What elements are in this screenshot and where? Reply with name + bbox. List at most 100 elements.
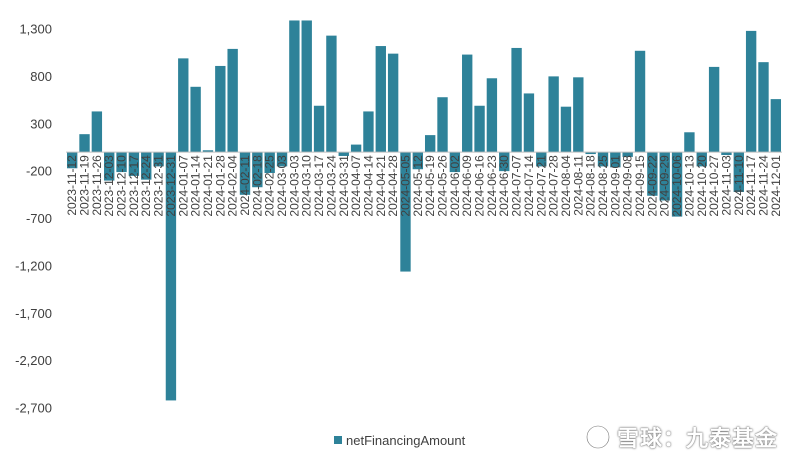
x-tick-label: 2023-12-10 — [115, 155, 129, 217]
x-tick-label: 2024-10-06 — [670, 155, 684, 217]
bar — [264, 152, 275, 174]
y-tick-label: -1,700 — [15, 306, 52, 321]
x-tick-label: 2024-03-17 — [312, 155, 326, 217]
x-tick-label: 2024-02-11 — [238, 155, 252, 216]
x-tick-label: 2024-09-01 — [608, 155, 622, 217]
y-tick-label: -2,200 — [15, 353, 52, 368]
x-tick-label: 2024-08-25 — [596, 155, 610, 217]
bar — [165, 152, 177, 401]
x-tick-label: 2023-11-19 — [78, 155, 92, 216]
x-tick-label: 2024-06-23 — [485, 155, 499, 217]
watermark: 雪球：九泰基金 — [585, 421, 778, 453]
bar — [301, 20, 312, 153]
x-tick-label: 2024-11-10 — [732, 155, 746, 216]
x-tick-label: 2023-12-31 — [164, 155, 178, 217]
bar — [375, 46, 386, 153]
x-tick-label: 2024-12-01 — [769, 155, 783, 217]
bar — [647, 152, 658, 196]
bar — [178, 58, 189, 153]
legend-swatch — [334, 436, 342, 444]
bar — [634, 50, 646, 153]
bar — [610, 152, 621, 168]
bar — [659, 152, 670, 201]
bar — [573, 77, 584, 153]
bar — [79, 134, 90, 153]
x-tick-label: 2024-04-21 — [374, 155, 388, 217]
bar — [622, 152, 633, 157]
x-tick-label: 2023-12-31 — [152, 155, 166, 217]
x-tick-label: 2024-08-18 — [584, 155, 598, 217]
y-tick-label: -200 — [26, 164, 52, 179]
y-tick-label: 800 — [30, 69, 52, 84]
x-tick-label: 2024-05-05 — [398, 155, 412, 217]
bar — [276, 152, 288, 167]
y-tick-label: -1,200 — [15, 258, 52, 273]
bar — [215, 65, 226, 153]
bar — [313, 105, 325, 153]
bar — [758, 62, 769, 153]
x-tick-label: 2024-01-14 — [189, 155, 203, 217]
bar — [597, 152, 609, 167]
x-tick-label: 2024-02-18 — [250, 155, 264, 217]
bar — [227, 48, 238, 153]
bar — [708, 66, 720, 153]
x-tick-label: 2024-07-07 — [510, 155, 524, 217]
x-tick-label: 2024-09-22 — [645, 155, 659, 217]
bar — [338, 152, 349, 156]
bar — [770, 99, 782, 153]
x-tick-label: 2024-04-07 — [349, 155, 363, 217]
x-tick-label: 2024-06-09 — [460, 155, 474, 217]
x-tick-label: 2024-05-19 — [423, 155, 437, 217]
x-tick-label: 2024-02-25 — [263, 155, 277, 217]
x-tick-label: 2024-08-04 — [559, 155, 573, 217]
bar — [733, 152, 744, 192]
bar — [128, 152, 140, 176]
bar — [350, 144, 362, 153]
bar — [449, 152, 461, 173]
x-tick-label: 2024-07-14 — [522, 155, 536, 217]
bar — [462, 54, 473, 153]
bar — [326, 35, 337, 153]
x-tick-label: 2024-03-03 — [287, 155, 301, 217]
bar — [499, 152, 510, 172]
x-tick-label: 2024-11-17 — [744, 155, 758, 216]
y-tick-label: 1,300 — [19, 22, 52, 37]
bar — [424, 135, 436, 153]
bar — [684, 132, 695, 153]
bar — [91, 111, 103, 153]
x-tick-label: 2024-05-26 — [436, 155, 450, 217]
bar — [387, 53, 399, 153]
bar — [585, 152, 596, 155]
bar — [511, 47, 522, 153]
legend: netFinancingAmount — [334, 433, 466, 448]
bar — [190, 86, 201, 153]
x-tick-label: 2024-01-07 — [176, 155, 190, 217]
x-tick-label: 2024-01-28 — [213, 155, 227, 217]
x-axis: 2023-11-122023-11-192023-11-262023-12-03… — [65, 155, 783, 217]
bars — [66, 20, 782, 401]
x-tick-label: 2023-11-12 — [65, 155, 79, 216]
bar — [141, 152, 152, 180]
x-tick-label: 2024-06-16 — [473, 155, 487, 217]
bar — [486, 78, 498, 153]
x-tick-label: 2024-07-21 — [534, 155, 548, 217]
x-tick-label: 2024-10-27 — [707, 155, 721, 217]
x-tick-label: 2024-01-21 — [201, 155, 215, 217]
x-tick-label: 2024-03-24 — [324, 155, 338, 217]
bar — [363, 111, 374, 153]
legend-label: netFinancingAmount — [346, 433, 466, 448]
bar — [116, 152, 127, 173]
watermark-text: 雪球：九泰基金 — [616, 427, 778, 452]
x-tick-label: 2024-06-02 — [448, 155, 462, 217]
x-tick-label: 2024-11-24 — [756, 155, 770, 216]
bar — [153, 152, 164, 167]
bar — [252, 152, 263, 188]
bar — [289, 20, 300, 153]
bar — [66, 152, 78, 169]
bar — [671, 152, 683, 217]
bar — [104, 152, 115, 181]
bar — [400, 152, 411, 272]
bar — [696, 152, 707, 167]
bar — [745, 30, 757, 153]
